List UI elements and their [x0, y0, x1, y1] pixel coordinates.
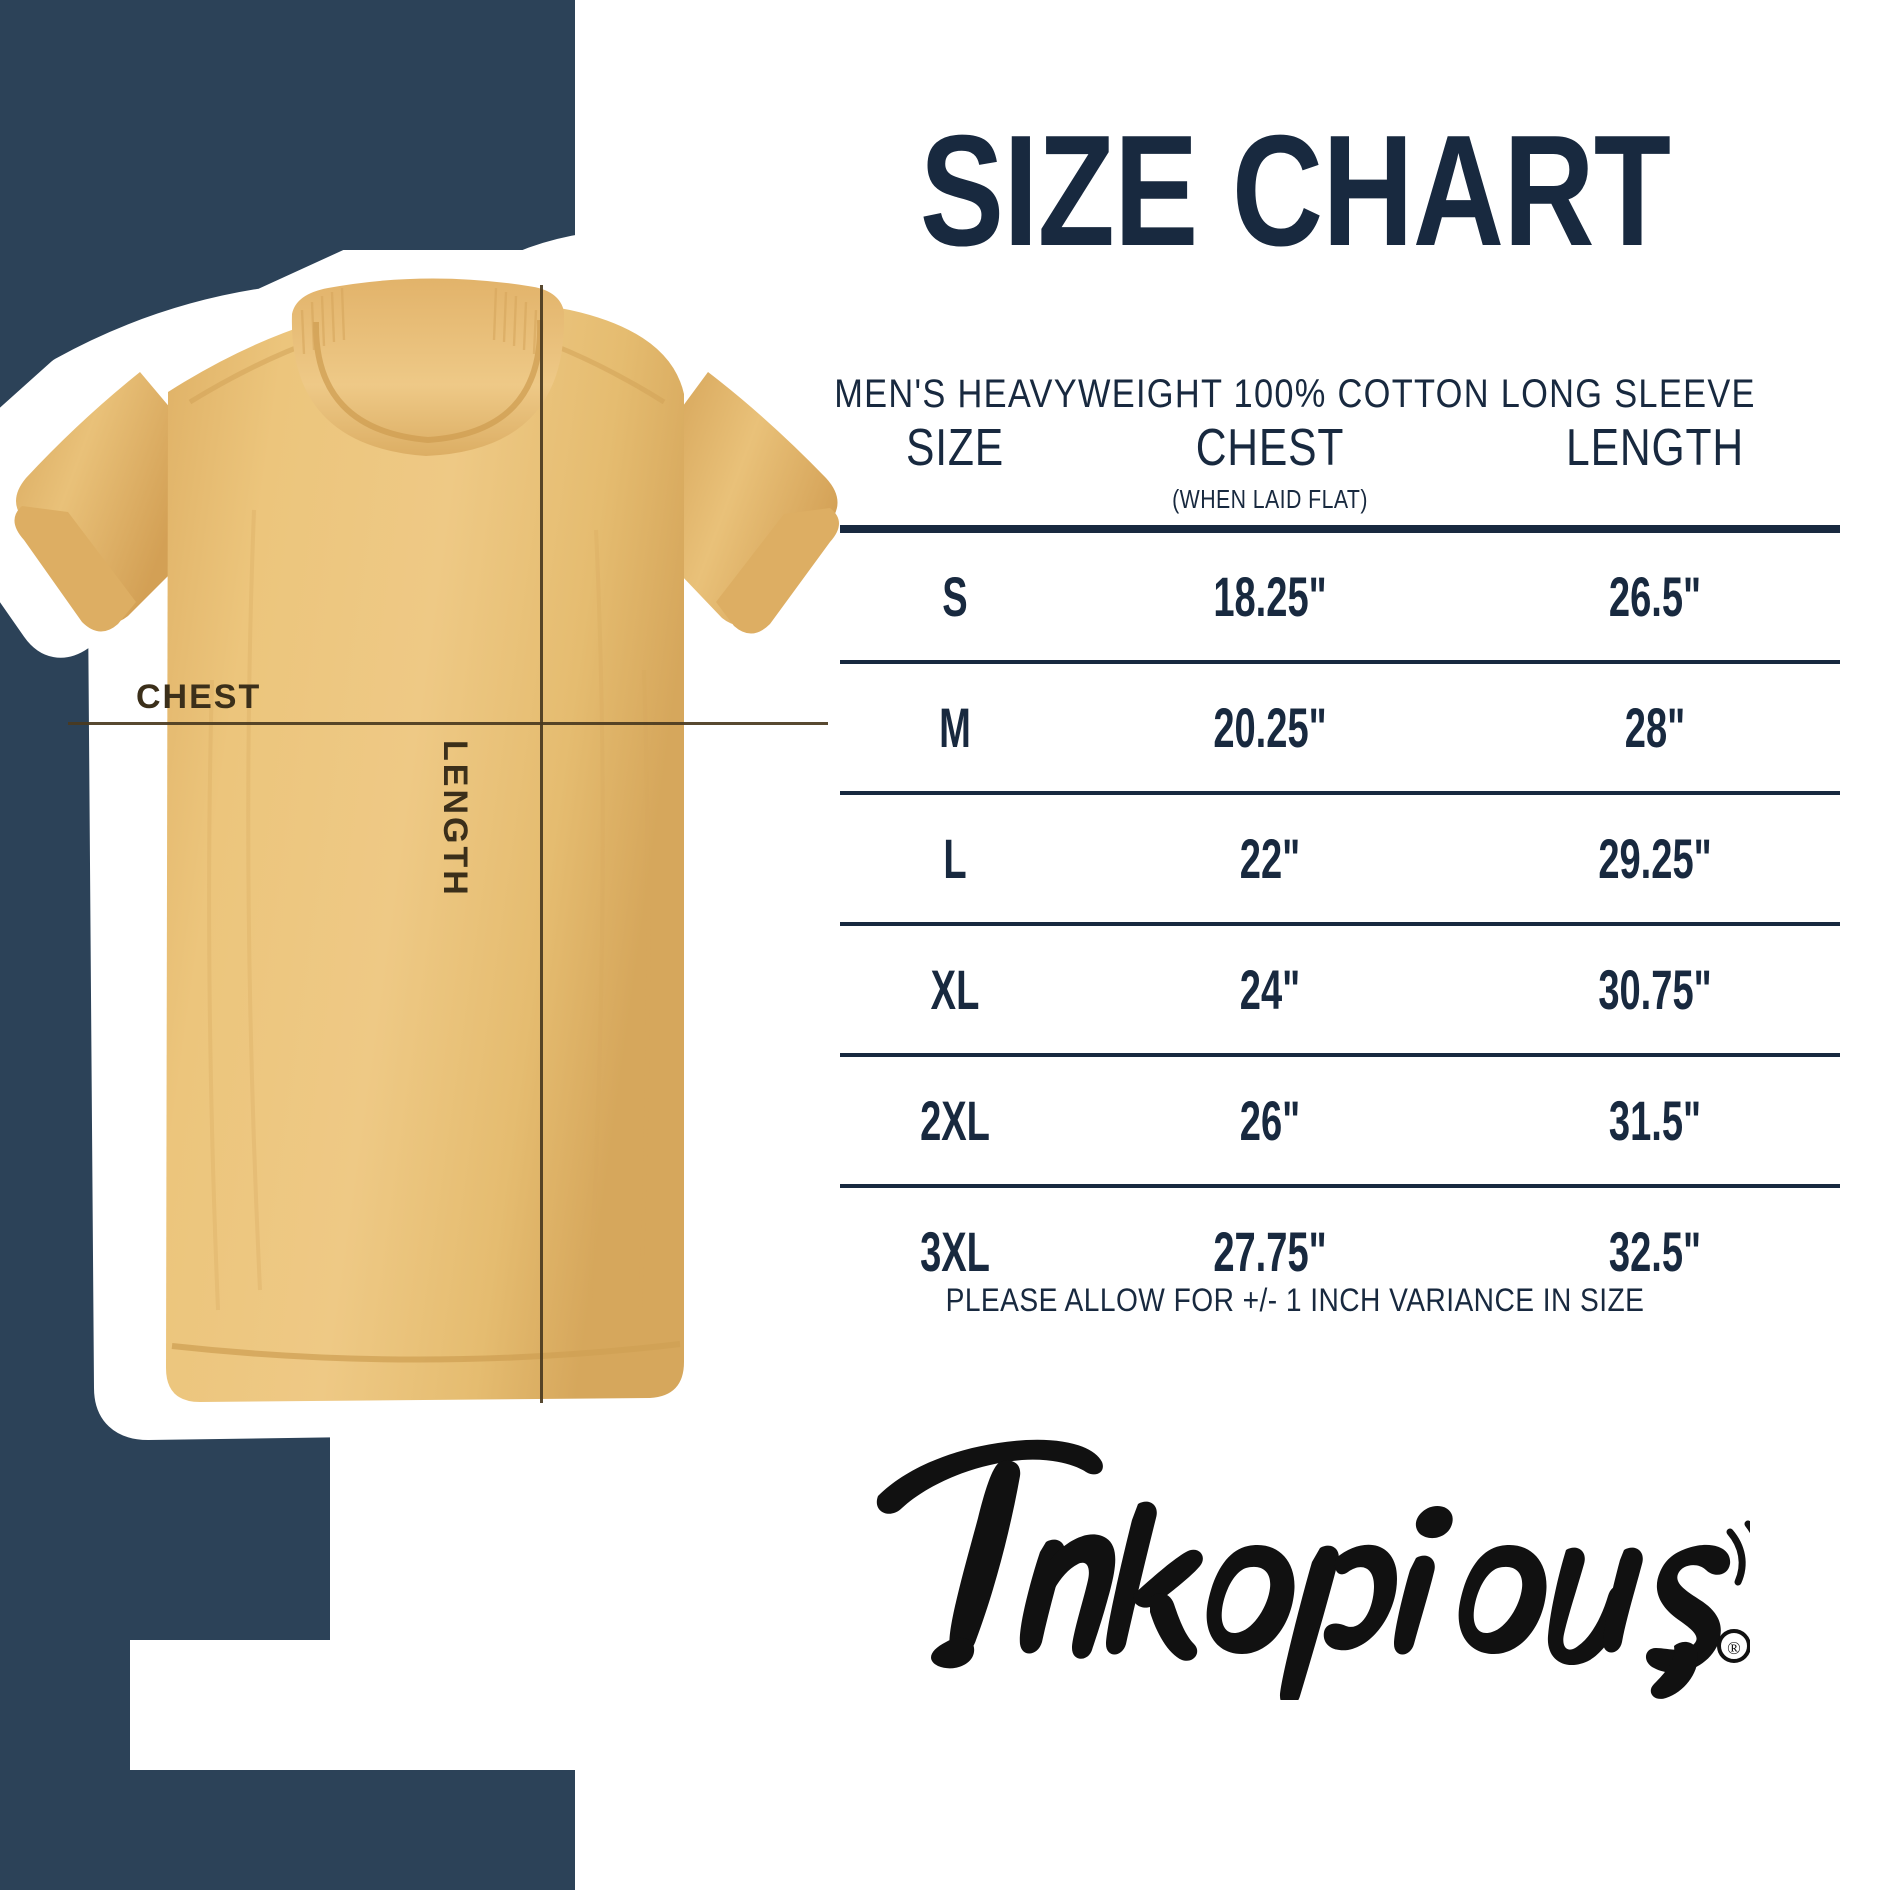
cell-chest: 24": [1239, 958, 1301, 1021]
cell-size: XL: [930, 958, 980, 1021]
table-row: XL 24" 30.75": [840, 926, 1840, 1053]
page-subtitle: MEN'S HEAVYWEIGHT 100% COTTON LONG SLEEV…: [834, 372, 1756, 416]
table-row-divider: [840, 1053, 1840, 1057]
inkopious-wordmark-svg: ®: [876, 1439, 1750, 1700]
table-row-divider: [840, 1184, 1840, 1188]
registered-trademark-glyph: ®: [1727, 1638, 1741, 1658]
cell-chest: 20.25": [1213, 696, 1327, 759]
column-header-chest: CHEST (WHEN LAID FLAT): [1106, 418, 1434, 515]
shirt-collar: [291, 278, 565, 456]
chest-measure-label: CHEST: [136, 678, 262, 716]
column-header-size: SIZE: [905, 419, 1005, 477]
cell-size: 3XL: [920, 1220, 990, 1283]
table-header-row: SIZE CHEST (WHEN LAID FLAT) LENGTH: [840, 418, 1840, 515]
inkopious-script-strokes: [876, 1439, 1731, 1700]
chest-measure-line: [68, 722, 828, 725]
cell-length: 29.25": [1598, 827, 1712, 890]
content-column: SIZE CHART MEN'S HEAVYWEIGHT 100% COTTON…: [700, 0, 1890, 1890]
cell-length: 26.5": [1608, 565, 1702, 628]
table-header-rule: [840, 525, 1840, 533]
table-row: 2XL 26" 31.5": [840, 1057, 1840, 1184]
cell-length: 32.5": [1608, 1220, 1702, 1283]
cell-size: S: [942, 565, 968, 628]
page-title: SIZE CHART: [919, 103, 1671, 279]
cell-chest: 27.75": [1213, 1220, 1327, 1283]
table-row: S 18.25" 26.5": [840, 533, 1840, 660]
table-row-divider: [840, 660, 1840, 664]
registered-trademark-icon: ®: [1717, 1629, 1750, 1663]
variance-footnote: PLEASE ALLOW FOR +/- 1 INCH VARIANCE IN …: [945, 1282, 1645, 1318]
table-row: 3XL 27.75" 32.5": [840, 1188, 1840, 1315]
cell-length: 30.75": [1598, 958, 1712, 1021]
shirt-illustration: [0, 250, 860, 1480]
length-measure-line: [540, 285, 543, 1403]
white-silhouette-notch: [130, 1640, 1250, 1770]
cell-chest: 22": [1239, 827, 1301, 890]
cell-length: 28": [1624, 696, 1686, 759]
long-sleeve-shirt-svg: [0, 250, 860, 1440]
table-row: L 22" 29.25": [840, 795, 1840, 922]
cell-chest: 26": [1239, 1089, 1301, 1152]
cell-size: L: [943, 827, 967, 890]
shirt-collar-ribbing: [300, 287, 538, 355]
inkopious-flourish: [1726, 1520, 1750, 1586]
table-row-divider: [840, 922, 1840, 926]
column-header-chest-note: (WHEN LAID FLAT): [1172, 484, 1368, 514]
column-header-length: LENGTH: [1566, 419, 1744, 477]
shirt-hem-seam: [171, 1341, 681, 1363]
cell-size: 2XL: [920, 1089, 990, 1152]
column-header-chest-label: CHEST: [1195, 419, 1345, 477]
length-measure-label: LENGTH: [436, 740, 474, 898]
cell-length: 31.5": [1608, 1089, 1702, 1152]
shirt-collar-inner-edge: [312, 319, 544, 444]
table-row: M 20.25" 28": [840, 664, 1840, 791]
cell-chest: 18.25": [1213, 565, 1327, 628]
shirt-body: [166, 299, 684, 1403]
brand-logo: ®: [850, 1400, 1750, 1700]
size-table: SIZE CHEST (WHEN LAID FLAT) LENGTH S 18.…: [840, 418, 1840, 1315]
shirt-fabric-folds: [207, 509, 651, 1311]
shirt-right-cuff: [716, 508, 839, 634]
table-row-divider: [840, 791, 1840, 795]
shirt-left-cuff: [14, 506, 136, 632]
cell-size: M: [939, 696, 971, 759]
